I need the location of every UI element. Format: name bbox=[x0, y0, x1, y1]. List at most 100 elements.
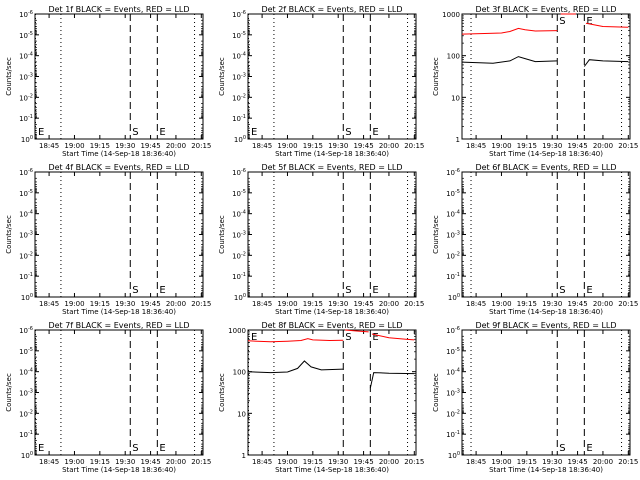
x-tick-label: 20:00 bbox=[379, 458, 399, 466]
x-tick-label: 19:30 bbox=[328, 458, 348, 466]
y-tick-label: 10 bbox=[451, 94, 460, 102]
x-tick-label: 19:15 bbox=[303, 300, 323, 308]
marker-label: S bbox=[132, 285, 138, 296]
x-axis-label: Start Time (14-Sep-18 18:36:40) bbox=[489, 150, 603, 158]
series-red-line bbox=[461, 27, 558, 35]
x-axis-label: Start Time (14-Sep-18 18:36:40) bbox=[275, 150, 389, 158]
y-tick-label: 10-3 bbox=[232, 231, 246, 240]
series-red-line bbox=[344, 329, 369, 333]
panel-title: Det 8f BLACK = Events, RED = LLD bbox=[261, 321, 402, 330]
y-tick-label: 10-3 bbox=[446, 231, 460, 240]
x-tick-label: 20:15 bbox=[191, 142, 211, 150]
y-tick-label: 10-6 bbox=[232, 10, 246, 19]
x-tick-label: 19:30 bbox=[115, 458, 135, 466]
x-tick-label: 19:45 bbox=[567, 300, 587, 308]
x-tick-label: 19:30 bbox=[542, 458, 562, 466]
x-tick-label: 18:45 bbox=[39, 458, 59, 466]
plot-frame bbox=[461, 329, 631, 456]
y-axis-label: Counts/sec bbox=[432, 373, 440, 412]
y-tick-label: 10-2 bbox=[232, 251, 246, 260]
y-tick-label: 10-3 bbox=[19, 231, 33, 240]
x-tick-label: 18:45 bbox=[39, 300, 59, 308]
x-tick-label: 19:30 bbox=[115, 142, 135, 150]
x-tick-label: 19:15 bbox=[90, 142, 110, 150]
x-tick-label: 19:00 bbox=[64, 458, 84, 466]
y-tick-label: 100 bbox=[21, 293, 33, 302]
y-tick-label: 10-6 bbox=[19, 10, 33, 19]
y-tick-label: 10-5 bbox=[446, 189, 460, 198]
y-tick-label: 100 bbox=[21, 135, 33, 144]
x-axis-label: Start Time (14-Sep-18 18:36:40) bbox=[62, 308, 176, 316]
x-tick-label: 19:45 bbox=[567, 142, 587, 150]
x-axis-label: Start Time (14-Sep-18 18:36:40) bbox=[62, 150, 176, 158]
x-tick-label: 18:45 bbox=[466, 300, 486, 308]
y-tick-label: 10-1 bbox=[232, 114, 246, 123]
marker-label: S bbox=[345, 285, 351, 296]
y-tick-label: 10-6 bbox=[446, 168, 460, 177]
y-axis-label: Counts/sec bbox=[5, 57, 13, 96]
series-red-line bbox=[247, 338, 344, 343]
marker-label: E bbox=[372, 332, 378, 343]
y-tick-label: 10-1 bbox=[19, 272, 33, 281]
series-black-line bbox=[247, 360, 344, 374]
x-tick-label: 20:00 bbox=[166, 458, 186, 466]
x-tick-label: 19:00 bbox=[64, 300, 84, 308]
marker-label: E bbox=[372, 285, 378, 296]
y-tick-label: 10-2 bbox=[446, 409, 460, 418]
x-tick-label: 19:15 bbox=[90, 300, 110, 308]
marker-label: S bbox=[559, 285, 565, 296]
y-tick-label: 10-3 bbox=[446, 389, 460, 398]
x-tick-label: 19:00 bbox=[277, 142, 297, 150]
x-tick-label: 19:30 bbox=[328, 300, 348, 308]
y-tick-label: 100 bbox=[234, 293, 246, 302]
x-tick-label: 19:00 bbox=[491, 142, 511, 150]
panel-det-5f: Det 5f BLACK = Events, RED = LLD 10-6 10-5… bbox=[218, 163, 424, 316]
x-tick-label: 18:45 bbox=[252, 142, 272, 150]
plot-frame bbox=[34, 13, 204, 140]
y-axis-label: Counts/sec bbox=[5, 373, 13, 412]
y-tick-label: 10-4 bbox=[232, 210, 246, 219]
series-black-line bbox=[369, 372, 415, 389]
x-tick-label: 19:45 bbox=[353, 458, 373, 466]
x-tick-label: 19:45 bbox=[567, 458, 587, 466]
y-tick-label: 10-1 bbox=[446, 430, 460, 439]
x-tick-label: 19:00 bbox=[64, 142, 84, 150]
y-tick-label: 10-6 bbox=[19, 326, 33, 335]
y-tick-label: 10-6 bbox=[232, 168, 246, 177]
marker-label: E bbox=[159, 443, 165, 454]
x-tick-label: 19:30 bbox=[115, 300, 135, 308]
panel-det-2f: Det 2f BLACK = Events, RED = LLD 10-6 10-5… bbox=[218, 5, 424, 158]
y-tick-label: 10-2 bbox=[446, 251, 460, 260]
plot-frame bbox=[34, 329, 204, 456]
y-tick-label: 10-4 bbox=[446, 368, 460, 377]
y-tick-label: 100 bbox=[448, 293, 460, 302]
marker-label: E bbox=[251, 332, 257, 343]
x-tick-label: 20:15 bbox=[618, 142, 638, 150]
x-axis-label: Start Time (14-Sep-18 18:36:40) bbox=[275, 308, 389, 316]
y-tick-label: 10-5 bbox=[232, 31, 246, 40]
x-tick-label: 19:30 bbox=[328, 142, 348, 150]
panel-det-3f: Det 3f BLACK = Events, RED = LLD 1 10 100 10… bbox=[432, 5, 638, 158]
marker-label: E bbox=[159, 127, 165, 138]
x-tick-label: 19:15 bbox=[517, 458, 537, 466]
x-tick-label: 19:15 bbox=[90, 458, 110, 466]
y-tick-label: 10-1 bbox=[19, 430, 33, 439]
y-tick-label: 100 bbox=[233, 369, 246, 377]
x-tick-label: 19:45 bbox=[353, 142, 373, 150]
panel-det-6f: Det 6f BLACK = Events, RED = LLD 10-6 10-5… bbox=[432, 163, 638, 316]
y-tick-label: 10-5 bbox=[19, 189, 33, 198]
y-tick-label: 1000 bbox=[228, 327, 246, 335]
x-axis-label: Start Time (14-Sep-18 18:36:40) bbox=[489, 466, 603, 474]
x-tick-label: 19:45 bbox=[353, 300, 373, 308]
y-tick-label: 100 bbox=[447, 53, 460, 61]
y-tick-label: 10-4 bbox=[19, 368, 33, 377]
x-tick-label: 20:15 bbox=[404, 300, 424, 308]
x-tick-label: 19:00 bbox=[491, 458, 511, 466]
panel-title: Det 4f BLACK = Events, RED = LLD bbox=[48, 163, 189, 172]
marker-label: E bbox=[38, 443, 44, 454]
x-tick-label: 19:00 bbox=[277, 300, 297, 308]
panel-det-9f: Det 9f BLACK = Events, RED = LLD 10-6 10-5… bbox=[432, 321, 638, 474]
series-black-line bbox=[583, 59, 629, 67]
x-tick-label: 20:15 bbox=[404, 458, 424, 466]
